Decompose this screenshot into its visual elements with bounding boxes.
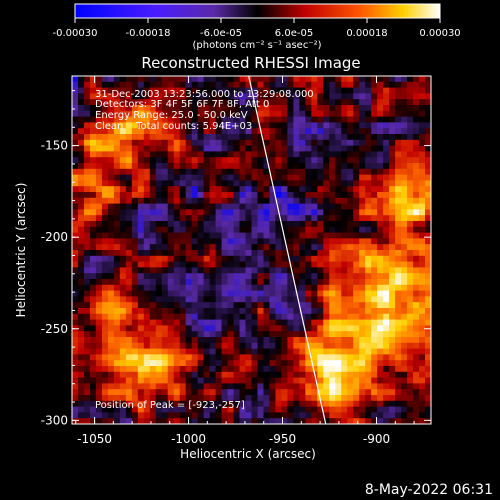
- plot-frame: [71, 75, 432, 425]
- y-tick-label: -150: [41, 139, 68, 153]
- info-time-range: 31-Dec-2003 13:23:56.000 to 13:29:08.000: [95, 89, 314, 100]
- info-block: 31-Dec-2003 13:23:56.000 to 13:29:08.000…: [95, 89, 314, 132]
- colorbar-gradient: [74, 3, 441, 19]
- y-tick-label: -300: [41, 413, 68, 427]
- info-clean-counts: Clean Total counts: 5.94E+03: [95, 121, 252, 132]
- y-axis-label: Heliocentric Y (arcsec): [14, 183, 28, 318]
- x-axis-ticks: -1050 -1000 -950 -900: [75, 76, 415, 446]
- info-detectors: Detectors: 3F 4F 5F 6F 7F 8F, Att 0: [95, 99, 269, 110]
- chart-title: Reconstructed RHESSI Image: [141, 54, 360, 72]
- colorbar-unit-label: (photons cm⁻² s⁻¹ asec⁻²): [192, 40, 321, 51]
- y-tick-label: -250: [41, 322, 68, 336]
- solar-limb-line: [248, 75, 327, 425]
- colorbar: -0.00030 -0.00018 -6.0e-05 6.0e-05 0.00018 0.…: [53, 3, 461, 51]
- x-tick-label: -1000: [171, 432, 206, 446]
- colorbar-tick-label: 6.0e-05: [275, 28, 313, 39]
- colorbar-tick-label: -0.00018: [126, 28, 171, 39]
- y-axis-ticks: -300 -250 -200 -150: [41, 90, 431, 427]
- peak-position-label: Position of Peak = [-923,-257]: [95, 400, 245, 411]
- colorbar-tick-label: 0.00030: [419, 28, 460, 39]
- colorbar-tick-label: -0.00030: [53, 28, 98, 39]
- x-tick-label: -1050: [77, 432, 112, 446]
- info-energy-range: Energy Range: 25.0 - 50.0 keV: [95, 110, 248, 121]
- x-axis-label: Heliocentric X (arcsec): [180, 447, 316, 461]
- x-tick-label: -950: [269, 432, 296, 446]
- colorbar-tick-label: 0.00018: [346, 28, 387, 39]
- colorbar-tick-label: -6.0e-05: [200, 28, 242, 39]
- colorbar-ticks: -0.00030 -0.00018 -6.0e-05 6.0e-05 0.00018 0.…: [53, 18, 461, 39]
- heatmap-image: [72, 76, 431, 424]
- x-tick-label: -900: [363, 432, 390, 446]
- timestamp: 8-May-2022 06:31: [365, 482, 493, 498]
- y-tick-label: -200: [41, 230, 68, 244]
